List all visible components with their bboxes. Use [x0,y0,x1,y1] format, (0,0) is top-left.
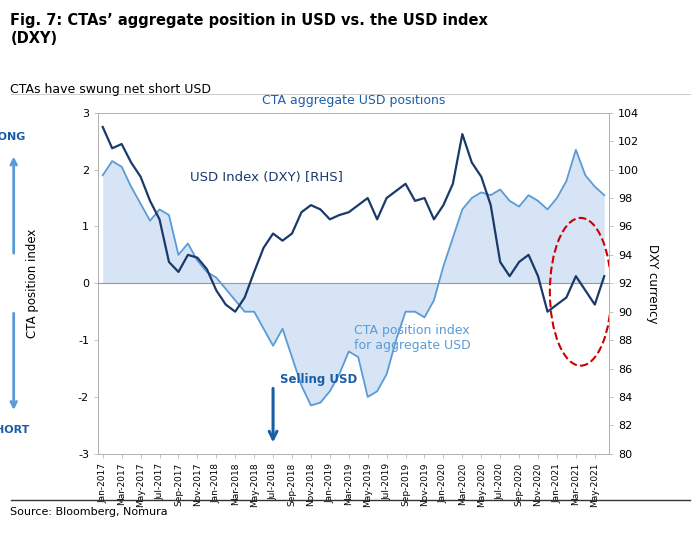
Y-axis label: DXY currency: DXY currency [645,243,659,323]
Text: Source: Bloomberg, Nomura: Source: Bloomberg, Nomura [10,507,168,518]
Title: CTA aggregate USD positions: CTA aggregate USD positions [262,95,445,107]
Text: SHORT: SHORT [0,425,30,435]
Text: Fig. 7: CTAs’ aggregate position in USD vs. the USD index
(DXY): Fig. 7: CTAs’ aggregate position in USD … [10,13,489,46]
Text: CTA position index
for aggregate USD: CTA position index for aggregate USD [354,324,470,352]
Text: USD Index (DXY) [RHS]: USD Index (DXY) [RHS] [190,171,343,184]
Y-axis label: CTA position index: CTA position index [26,229,39,338]
Text: CTAs have swung net short USD: CTAs have swung net short USD [10,83,211,96]
Text: LONG: LONG [0,132,26,142]
Text: Selling USD: Selling USD [280,373,357,386]
